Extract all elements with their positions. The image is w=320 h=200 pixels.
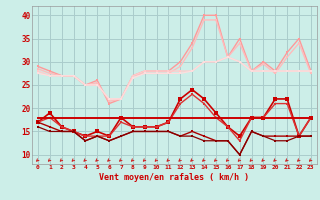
X-axis label: Vent moyen/en rafales ( km/h ): Vent moyen/en rafales ( km/h ) (100, 173, 249, 182)
